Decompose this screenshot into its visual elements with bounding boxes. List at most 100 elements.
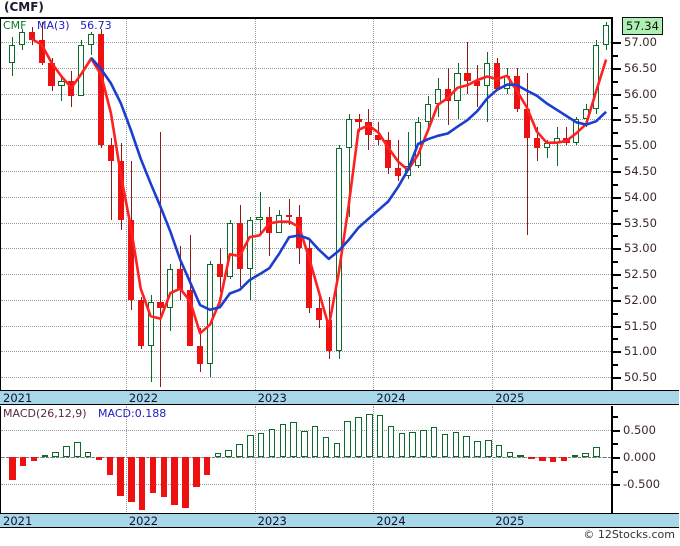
candle-body[interactable]: [236, 222, 243, 269]
candle-body[interactable]: [147, 302, 154, 347]
macd-histogram-bar[interactable]: [106, 457, 113, 476]
macd-histogram-bar[interactable]: [214, 452, 222, 457]
macd-histogram-bar[interactable]: [485, 440, 492, 457]
candle-body[interactable]: [385, 140, 392, 169]
candle-body[interactable]: [593, 44, 600, 110]
macd-histogram-bar[interactable]: [128, 457, 135, 502]
candle-body[interactable]: [355, 119, 362, 123]
candle-body[interactable]: [197, 346, 204, 365]
macd-histogram-bar[interactable]: [63, 446, 70, 457]
candle-body[interactable]: [494, 62, 501, 89]
macd-y-minor-tick: [613, 416, 618, 419]
macd-histogram-bar[interactable]: [430, 426, 438, 457]
candle-body[interactable]: [424, 104, 431, 123]
candle-body[interactable]: [216, 263, 223, 277]
macd-histogram-bar[interactable]: [528, 457, 535, 459]
macd-histogram-bar[interactable]: [149, 457, 157, 493]
candle-body[interactable]: [206, 263, 214, 365]
macd-histogram-bar[interactable]: [74, 442, 81, 457]
candle-body[interactable]: [8, 44, 15, 63]
candle-body[interactable]: [603, 24, 610, 45]
candle-body[interactable]: [533, 137, 540, 148]
candle-body[interactable]: [187, 289, 194, 347]
macd-histogram-bar[interactable]: [52, 451, 59, 457]
price-y-tick: [613, 222, 621, 225]
macd-histogram-bar[interactable]: [452, 432, 460, 457]
macd-histogram-bar[interactable]: [30, 457, 38, 461]
macd-histogram-bar[interactable]: [420, 429, 427, 457]
date-axis-label: 2025: [495, 391, 525, 405]
macd-histogram-bar[interactable]: [225, 450, 232, 457]
candle-body[interactable]: [167, 268, 174, 308]
macd-histogram-bar[interactable]: [290, 422, 297, 457]
macd-histogram-bar[interactable]: [84, 452, 92, 457]
macd-histogram-bar[interactable]: [182, 457, 189, 509]
macd-histogram-bar[interactable]: [247, 435, 254, 457]
macd-histogram-bar[interactable]: [138, 457, 146, 511]
macd-histogram-bar[interactable]: [279, 424, 287, 457]
legend-ma-label: MA(3): [37, 19, 70, 32]
candle-wick: [467, 42, 468, 94]
macd-histogram-bar[interactable]: [376, 414, 384, 457]
macd-histogram-bar[interactable]: [117, 457, 124, 497]
candle-body[interactable]: [484, 62, 491, 86]
macd-histogram-bar[interactable]: [539, 457, 546, 461]
macd-histogram-bar[interactable]: [517, 454, 524, 457]
price-y-tick: [613, 42, 621, 45]
macd-histogram-bar[interactable]: [398, 433, 405, 457]
macd-histogram-bar[interactable]: [560, 457, 568, 462]
macd-histogram-bar[interactable]: [495, 445, 503, 457]
macd-histogram-bar[interactable]: [344, 421, 351, 457]
price-y-tick: [613, 119, 621, 122]
macd-histogram-bar[interactable]: [549, 457, 557, 463]
macd-histogram-bar[interactable]: [506, 451, 514, 457]
candle-body[interactable]: [137, 299, 144, 347]
candle-body[interactable]: [315, 307, 322, 321]
candle-body[interactable]: [226, 222, 233, 277]
macd-legend-value: MACD:0.188: [98, 407, 167, 420]
macd-histogram-bar[interactable]: [193, 457, 200, 487]
macd-histogram-bar[interactable]: [19, 457, 27, 467]
candle-body[interactable]: [107, 145, 115, 161]
macd-histogram-bar[interactable]: [593, 446, 600, 457]
macd-histogram-bar[interactable]: [257, 433, 265, 457]
macd-histogram-bar[interactable]: [366, 413, 373, 457]
macd-histogram-bar[interactable]: [333, 443, 341, 457]
macd-histogram-bar[interactable]: [171, 457, 178, 505]
candle-body[interactable]: [276, 214, 283, 233]
macd-histogram-bar[interactable]: [441, 433, 449, 457]
macd-histogram-bar[interactable]: [268, 428, 276, 457]
candle-body[interactable]: [345, 119, 352, 148]
macd-histogram-bar[interactable]: [387, 426, 395, 457]
macd-histogram-bar[interactable]: [301, 431, 308, 457]
macd-histogram-bar[interactable]: [9, 457, 16, 480]
macd-histogram-bar[interactable]: [571, 455, 579, 458]
macd-zero-line: [1, 457, 611, 458]
candle-body[interactable]: [88, 34, 95, 45]
candle-body[interactable]: [286, 214, 293, 218]
macd-legend-name: MACD(26,12,9): [3, 407, 87, 420]
macd-histogram-bar[interactable]: [236, 443, 243, 457]
macd-histogram-bar[interactable]: [322, 437, 330, 457]
macd-histogram-bar[interactable]: [203, 457, 211, 475]
macd-histogram-bar[interactable]: [409, 432, 416, 457]
candle-body[interactable]: [58, 80, 65, 86]
legend-symbol: CMF: [3, 19, 27, 32]
macd-y-tick: [613, 484, 620, 487]
macd-histogram-bar[interactable]: [463, 436, 470, 457]
macd-histogram-bar[interactable]: [312, 425, 319, 457]
candle-body[interactable]: [18, 31, 25, 45]
macd-plot-area[interactable]: [1, 406, 611, 520]
macd-histogram-bar[interactable]: [355, 416, 362, 457]
macd-histogram-bar[interactable]: [95, 457, 103, 461]
candle-body[interactable]: [157, 302, 164, 308]
macd-histogram-bar[interactable]: [582, 453, 589, 457]
price-plot-area[interactable]: [1, 19, 611, 390]
candle-body[interactable]: [395, 168, 402, 177]
macd-histogram-bar[interactable]: [160, 457, 168, 498]
macd-histogram-bar[interactable]: [41, 455, 49, 458]
candle-body[interactable]: [305, 248, 313, 308]
candle-body[interactable]: [464, 73, 471, 81]
candle-body[interactable]: [256, 217, 263, 220]
macd-histogram-bar[interactable]: [474, 440, 481, 457]
